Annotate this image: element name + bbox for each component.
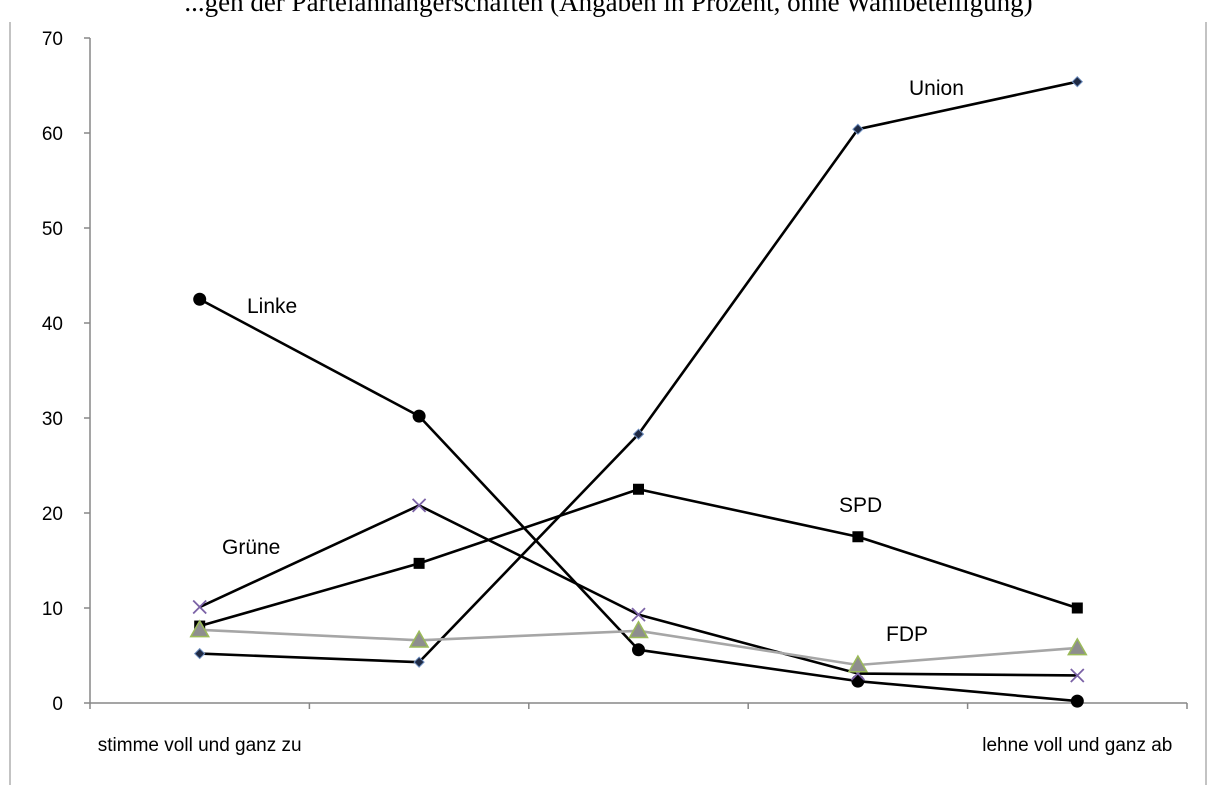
y-tick-label: 30 [42, 409, 63, 430]
data-point-spd: SPD: 10 [1071, 602, 1083, 614]
data-point-union: Union: 4.3 [413, 656, 425, 668]
data-point-union: Union: 28.3 [632, 428, 645, 440]
series-label-spd: SPD [839, 494, 882, 517]
series-label-union: Union [909, 77, 964, 100]
data-point-spd: SPD: 22.5 [633, 483, 644, 495]
data-point-fdp: FDP: 5.8 [1067, 637, 1088, 656]
y-tick-label: 60 [42, 124, 63, 145]
data-point-linke: Linke: 42.5 [193, 292, 207, 306]
x-category-label: stimme voll und ganz zu [98, 735, 302, 756]
y-tick-label: 50 [42, 219, 63, 240]
data-point-fdp: FDP: 7.7 [189, 619, 210, 638]
series-label-fdp: FDP [886, 623, 928, 646]
data-point-fdp: FDP: 4 [847, 654, 869, 673]
y-tick-label: 10 [42, 599, 63, 620]
x-category-label: lehne voll und ganz ab [982, 735, 1172, 756]
data-point-fdp: FDP: 7.6 [628, 620, 649, 639]
series-line-linke [199, 298, 1078, 703]
y-tick-label: 20 [42, 504, 63, 525]
data-point-fdp: FDP: 6.6 [408, 629, 430, 648]
data-point-spd: SPD: 14.7 [413, 557, 425, 569]
data-point-spd: SPD: 17.5 [852, 531, 864, 543]
data-point-gruene: Grüne: 20.8 [411, 498, 427, 513]
data-point-union: Union: 65.4 [1071, 75, 1084, 88]
series-label-linke: Linke [247, 295, 297, 318]
data-point-union: Union: 60.4 [852, 123, 864, 135]
series-label-gruene: Grüne [222, 536, 280, 559]
y-tick-label: 40 [42, 314, 63, 335]
top-caption: ...gen der Parteianhängerschaften (Angab… [184, 0, 1033, 17]
data-point-union: Union: 5.2 [193, 647, 206, 660]
data-point-gruene: Grüne: 10.1 [192, 599, 207, 615]
data-point-linke: Linke: 5.6 [632, 643, 645, 657]
data-point-gruene: Grüne: 9.3 [631, 607, 646, 622]
series-line-union [199, 80, 1078, 664]
series-line-spd [199, 487, 1078, 628]
data-point-gruene: Grüne: 2.9 [1070, 668, 1085, 683]
y-tick-label: 70 [42, 29, 63, 50]
data-point-linke: Linke: 2.3 [851, 674, 865, 688]
y-tick-label: 0 [52, 694, 63, 715]
data-point-linke: Linke: 0.2 [1070, 694, 1084, 708]
data-point-linke: Linke: 30.2 [412, 409, 426, 423]
